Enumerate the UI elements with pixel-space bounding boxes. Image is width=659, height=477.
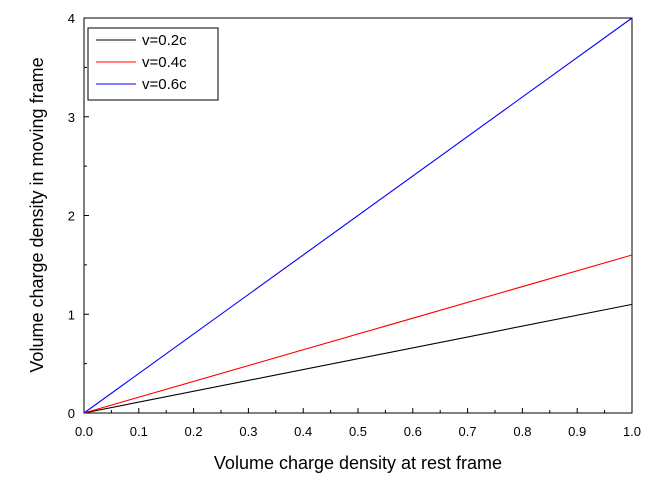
y-tick-label: 4	[68, 11, 75, 26]
series-line	[83, 303, 633, 414]
legend: v=0.2c v=0.4c v=0.6c	[87, 27, 219, 101]
y-tick-label: 1	[68, 307, 75, 322]
y-tick-label: 0	[68, 406, 75, 421]
x-tick-label: 0.0	[75, 424, 93, 439]
legend-label: v=0.4c	[142, 54, 187, 71]
y-tick-label: 3	[68, 110, 75, 125]
legend-label: v=0.6c	[142, 76, 187, 93]
x-tick-label: 0.6	[404, 424, 422, 439]
series-line	[83, 254, 633, 414]
x-tick-label: 1.0	[623, 424, 641, 439]
x-tick-label: 0.3	[239, 424, 257, 439]
y-axis-title: Volume charge density in moving frame	[27, 57, 47, 372]
ticks-layer: 0.0 0.1 0.2 0.3 0.4 0.5 0.6 0.7 0.8 0.9 1.0 0 1 2 3 4	[68, 11, 641, 439]
x-tick-label: 0.7	[459, 424, 477, 439]
series-layer	[83, 17, 633, 414]
series-line	[83, 17, 633, 414]
x-tick-label: 0.2	[185, 424, 203, 439]
x-axis-title: Volume charge density at rest frame	[214, 453, 502, 473]
x-tick-label: 0.8	[513, 424, 531, 439]
x-tick-label: 0.1	[130, 424, 148, 439]
x-tick-label: 0.4	[294, 424, 312, 439]
legend-items: v=0.2c v=0.4c v=0.6c	[96, 32, 187, 93]
x-tick-label: 0.5	[349, 424, 367, 439]
x-tick-label: 0.9	[568, 424, 586, 439]
legend-label: v=0.2c	[142, 32, 187, 49]
y-tick-label: 2	[68, 209, 75, 224]
